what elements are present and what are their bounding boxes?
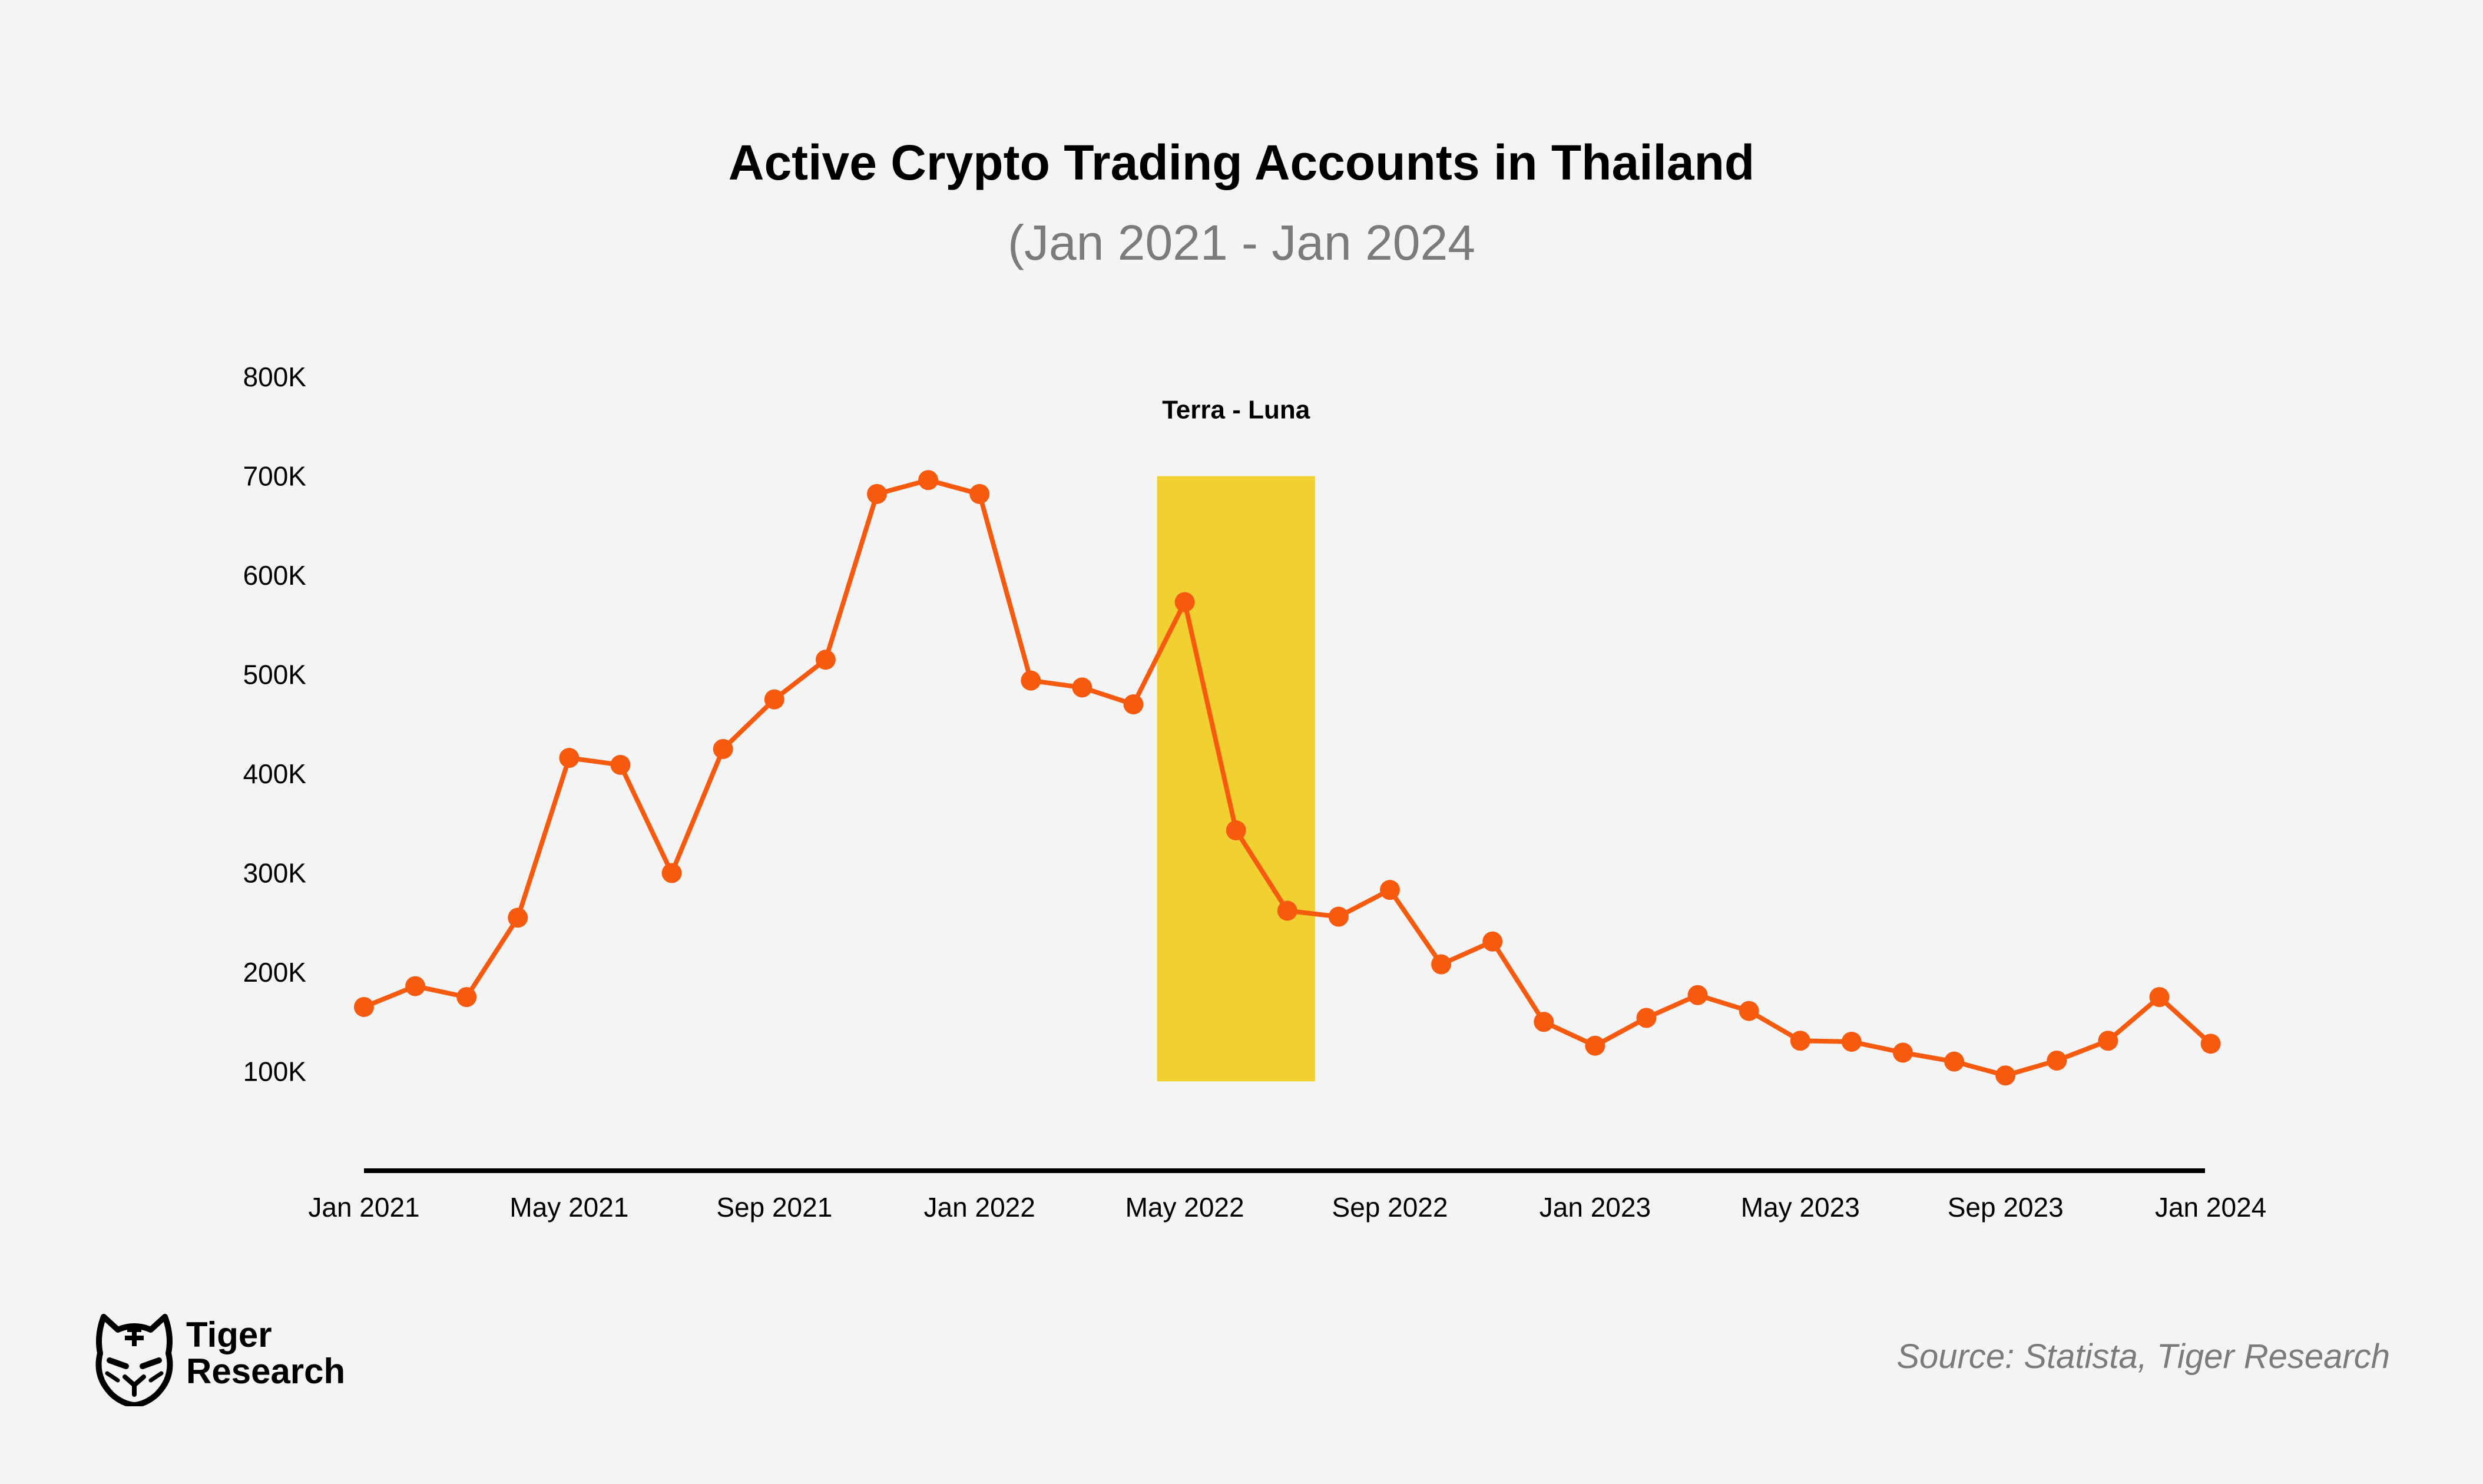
x-tick-label: Jan 2024 [2155, 1192, 2266, 1223]
source-note: Source: Statista, Tiger Research [1896, 1337, 2390, 1376]
y-tick-label: 800K [243, 362, 307, 392]
x-tick-label: May 2022 [1125, 1192, 1244, 1223]
x-tick-label: Sep 2022 [1332, 1192, 1448, 1223]
x-tick-label: May 2023 [1741, 1192, 1860, 1223]
x-tick-label: Jan 2023 [1540, 1192, 1651, 1223]
data-point [610, 754, 631, 775]
data-point [1380, 880, 1400, 900]
data-point [2149, 987, 2170, 1008]
data-point [1790, 1031, 1810, 1051]
y-tick-label: 400K [243, 758, 307, 789]
terra-luna-highlight [1157, 476, 1315, 1082]
data-point [456, 987, 477, 1008]
data-point [1328, 906, 1349, 927]
data-point [867, 483, 887, 504]
logo-wordmark: Tiger Research [186, 1317, 345, 1390]
data-point [2200, 1034, 2221, 1054]
data-point [2047, 1050, 2067, 1071]
data-point [1944, 1051, 1965, 1072]
data-point [1893, 1042, 1913, 1063]
data-point [1226, 820, 1246, 841]
data-point [815, 650, 836, 670]
data-point [1841, 1031, 1862, 1052]
x-tick-label: Sep 2021 [716, 1192, 832, 1223]
data-point [1687, 985, 1708, 1005]
data-point [1021, 670, 1041, 691]
data-point [1277, 900, 1297, 921]
data-point [1431, 954, 1452, 975]
data-point [1174, 592, 1195, 612]
data-point [764, 689, 784, 710]
annotation-label: Terra - Luna [1162, 396, 1310, 425]
chart-title: Active Crypto Trading Accounts in Thaila… [728, 135, 1755, 190]
chart-subtitle: (Jan 2021 - Jan 2024 [1008, 215, 1475, 270]
y-tick-label: 500K [243, 660, 307, 690]
x-tick-label: Jan 2021 [308, 1192, 419, 1223]
data-point [559, 748, 580, 768]
y-axis-labels: 100K 200K 300K 400K 500K 600K 700K 800K [243, 362, 307, 1087]
data-point [2098, 1031, 2118, 1051]
data-point [1995, 1065, 2016, 1086]
y-tick-label: 600K [243, 560, 307, 591]
data-point [405, 976, 426, 996]
data-point [1123, 694, 1144, 715]
data-point [713, 738, 733, 759]
data-point [661, 863, 682, 883]
data-point [1739, 1001, 1759, 1021]
tiger-head-icon [95, 1314, 173, 1406]
highlight-layer: Terra - Luna [1157, 396, 1315, 1082]
x-tick-label: Sep 2023 [1948, 1192, 2064, 1223]
data-point [1482, 931, 1503, 952]
data-points [354, 470, 2221, 1086]
x-tick-label: Jan 2022 [924, 1192, 1035, 1223]
x-axis-labels: Jan 2021 May 2021 Sep 2021 Jan 2022 May 2022… [308, 1192, 2266, 1223]
data-point [918, 470, 939, 491]
data-point [969, 483, 990, 504]
data-point [1636, 1008, 1657, 1028]
y-tick-label: 700K [243, 461, 307, 492]
tiger-research-logo: Tiger Research [92, 1312, 363, 1406]
logo-line-1: Tiger [186, 1315, 272, 1354]
y-tick-label: 100K [243, 1056, 307, 1087]
x-tick-label: May 2021 [509, 1192, 628, 1223]
y-tick-label: 200K [243, 957, 307, 988]
data-point [508, 907, 528, 928]
data-point [1534, 1012, 1554, 1032]
data-point [1585, 1035, 1605, 1056]
logo-line-2: Research [186, 1352, 346, 1391]
data-point [1072, 677, 1092, 698]
y-tick-label: 300K [243, 858, 307, 889]
data-point [354, 996, 374, 1017]
